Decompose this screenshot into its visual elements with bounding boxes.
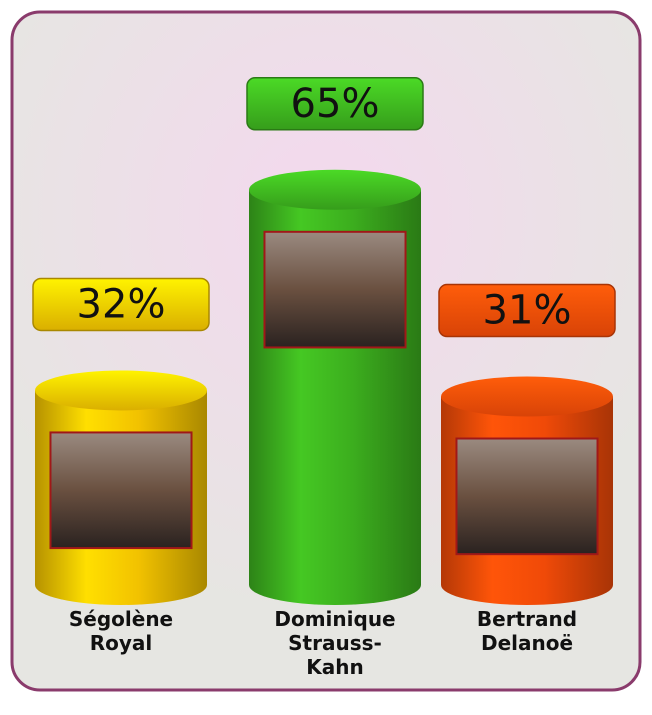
value-box [246, 77, 424, 131]
category-label: Ségolène Royal [68, 607, 174, 655]
category-label: Bertrand Delanoë [476, 607, 578, 655]
value-label: 65% [291, 81, 380, 127]
value-label: 32% [77, 281, 166, 327]
bar-top [441, 376, 613, 417]
photo [263, 230, 407, 349]
bar-top [249, 169, 421, 210]
category-label: Dominique Strauss-Kahn [274, 607, 396, 679]
photo [455, 437, 599, 556]
bar-top [35, 370, 207, 411]
photo [49, 431, 193, 550]
value-label: 31% [483, 288, 572, 334]
value-box [438, 283, 616, 338]
value-box [32, 277, 210, 332]
